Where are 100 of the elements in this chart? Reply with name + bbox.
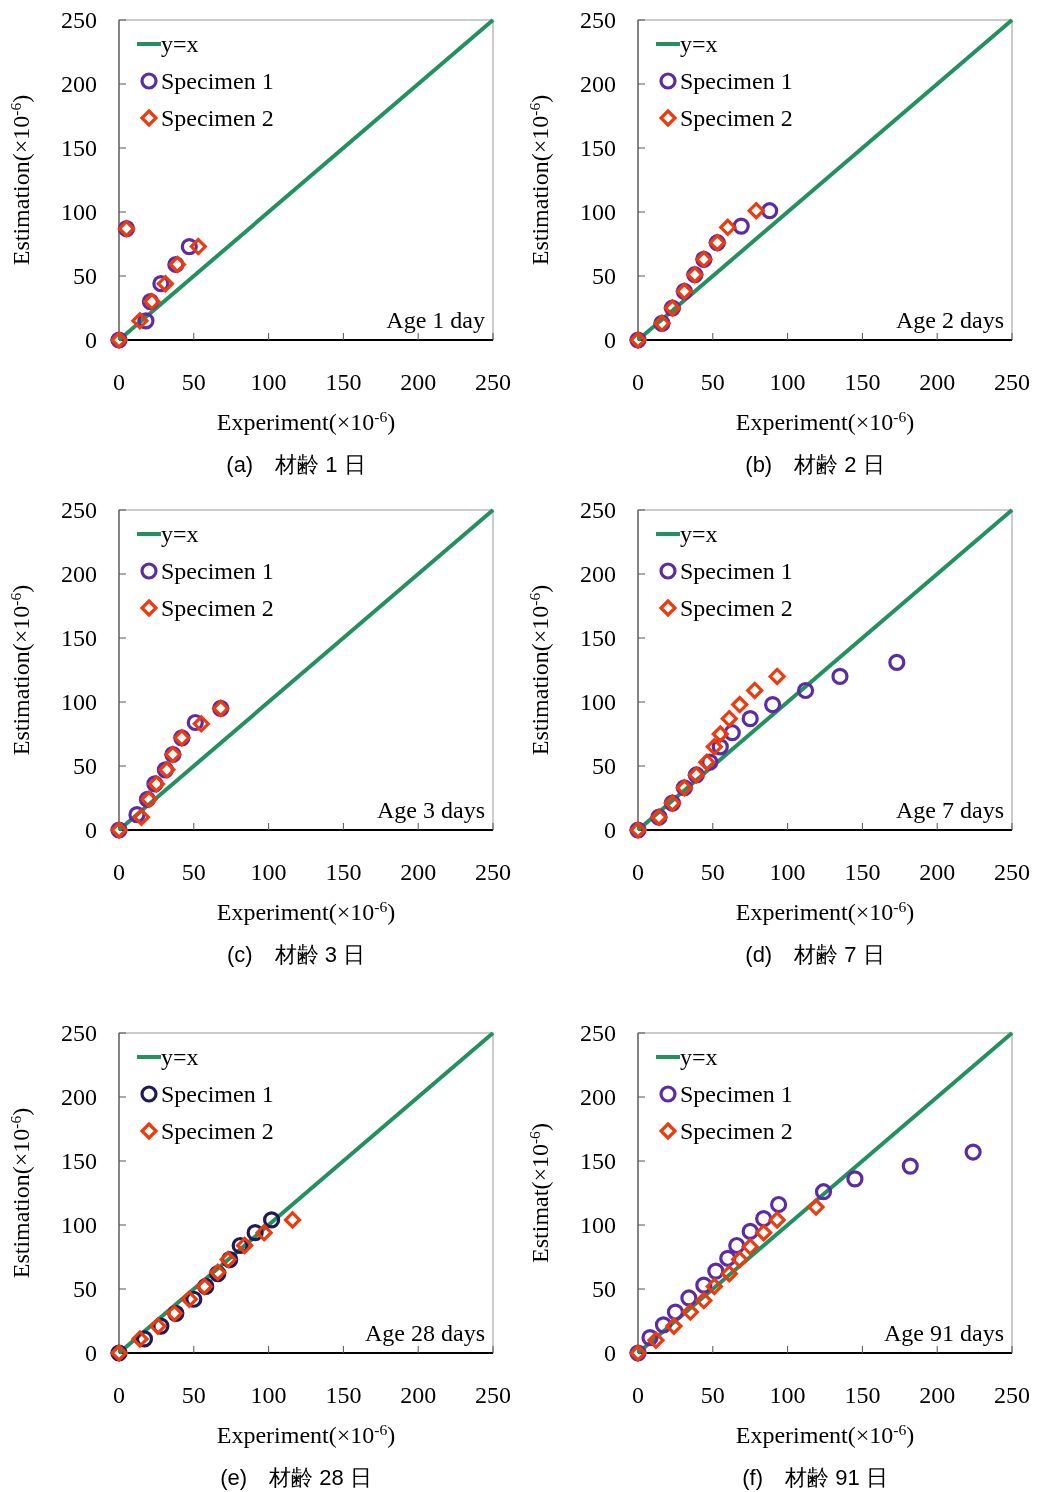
text: (b) 材齢 2 日 — [745, 452, 885, 477]
annotation: Age 28 days — [365, 1320, 485, 1346]
x-tick-label: 150 — [844, 859, 881, 885]
y-tick-label: 50 — [73, 263, 97, 289]
y-tick-label: 0 — [85, 327, 97, 353]
x-axis-title: Experiment(×10$^{-6}$) — [216, 897, 396, 925]
x-axis-title: Experiment(×10$^{-6}$) — [216, 1420, 396, 1448]
x-tick-label: 200 — [400, 859, 437, 885]
x-tick-label: 50 — [181, 1382, 206, 1408]
y-tick-label: 150 — [580, 1148, 616, 1174]
x-tick-label: 200 — [919, 369, 956, 395]
x-tick-label: 200 — [919, 1382, 956, 1408]
y-tick-label: 150 — [61, 625, 97, 651]
y-tick-label: 50 — [592, 263, 616, 289]
y-tick-label: 0 — [604, 817, 616, 843]
y-tick-label: 250 — [580, 7, 616, 33]
y-tick-label: 150 — [580, 625, 616, 651]
x-tick-label: 0 — [632, 859, 644, 885]
x-tick-label: 50 — [700, 859, 725, 885]
y-tick-label: 150 — [61, 135, 97, 161]
legend-label: Specimen 2 — [161, 1118, 274, 1144]
legend-label: Specimen 1 — [680, 558, 793, 584]
y-tick-label: 0 — [85, 817, 97, 843]
x-tick-label: 0 — [113, 1382, 125, 1408]
y-tick-label: 200 — [580, 1084, 616, 1110]
annotation: Age 1 day — [386, 307, 485, 333]
x-tick-label: 150 — [325, 859, 362, 885]
x-tick-label: 200 — [400, 369, 437, 395]
legend-label: Specimen 2 — [680, 595, 793, 621]
annotation: Age 2 days — [896, 307, 1004, 333]
y-tick-label: 100 — [580, 1212, 616, 1238]
y-tick-label: 150 — [580, 135, 616, 161]
annotation: Age 3 days — [377, 797, 485, 823]
x-tick-label: 50 — [700, 1382, 725, 1408]
legend-label: y=x — [161, 1044, 199, 1070]
y-tick-label: 100 — [61, 1212, 97, 1238]
x-axis-title: Experiment(×10$^{-6}$) — [735, 407, 915, 435]
y-tick-label: 100 — [61, 689, 97, 715]
x-tick-label: 250 — [994, 369, 1030, 395]
x-tick-label: 150 — [844, 369, 881, 395]
text: (f) 材齢 91 日 — [742, 1465, 888, 1490]
y-tick-label: 200 — [61, 71, 97, 97]
x-tick-label: 50 — [181, 859, 206, 885]
x-tick-label: 100 — [769, 859, 806, 885]
x-tick-label: 100 — [250, 1382, 287, 1408]
x-tick-label: 250 — [475, 369, 511, 395]
x-tick-label: 250 — [475, 859, 511, 885]
x-axis-title: Experiment(×10$^{-6}$) — [216, 407, 396, 435]
x-tick-label: 100 — [769, 369, 806, 395]
y-tick-label: 250 — [61, 497, 97, 523]
x-tick-label: 250 — [475, 1382, 511, 1408]
x-tick-label: 0 — [632, 369, 644, 395]
x-tick-label: 50 — [181, 369, 206, 395]
text: (c) 材齢 3 日 — [226, 942, 366, 967]
legend-label: Specimen 2 — [161, 595, 274, 621]
x-tick-label: 250 — [994, 859, 1030, 885]
y-tick-label: 50 — [73, 753, 97, 779]
x-tick-label: 150 — [325, 1382, 362, 1408]
annotation: Age 7 days — [896, 797, 1004, 823]
y-tick-label: 200 — [580, 561, 616, 587]
x-tick-label: 0 — [632, 1382, 644, 1408]
text: (d) 材齢 7 日 — [745, 942, 885, 967]
x-tick-label: 50 — [700, 369, 725, 395]
legend-label: Specimen 1 — [161, 1081, 274, 1107]
x-tick-label: 250 — [994, 1382, 1030, 1408]
legend-label: Specimen 1 — [680, 68, 793, 94]
y-tick-label: 250 — [61, 7, 97, 33]
x-axis-title: Experiment(×10$^{-6}$) — [735, 897, 915, 925]
y-tick-label: 100 — [580, 689, 616, 715]
y-tick-label: 200 — [61, 561, 97, 587]
annotation: Age 91 days — [884, 1320, 1004, 1346]
y-tick-label: 200 — [61, 1084, 97, 1110]
x-tick-label: 0 — [113, 369, 125, 395]
x-axis-title: Experiment(×10$^{-6}$) — [735, 1420, 915, 1448]
y-tick-label: 200 — [580, 71, 616, 97]
x-tick-label: 0 — [113, 859, 125, 885]
x-tick-label: 150 — [844, 1382, 881, 1408]
legend-label: Specimen 1 — [680, 1081, 793, 1107]
legend-label: Specimen 2 — [680, 1118, 793, 1144]
legend-label: Specimen 1 — [161, 68, 274, 94]
y-tick-label: 250 — [580, 497, 616, 523]
x-tick-label: 100 — [769, 1382, 806, 1408]
y-tick-label: 50 — [592, 753, 616, 779]
legend-label: y=x — [161, 31, 199, 57]
y-tick-label: 0 — [604, 1340, 616, 1366]
legend-label: y=x — [680, 31, 718, 57]
y-tick-label: 250 — [580, 1020, 616, 1046]
x-tick-label: 200 — [400, 1382, 437, 1408]
legend-label: Specimen 2 — [680, 105, 793, 131]
x-tick-label: 150 — [325, 369, 362, 395]
x-tick-label: 100 — [250, 369, 287, 395]
y-tick-label: 100 — [580, 199, 616, 225]
legend-label: y=x — [680, 521, 718, 547]
text: (a) 材齢 1 日 — [226, 452, 366, 477]
y-tick-label: 50 — [592, 1276, 616, 1302]
legend-label: Specimen 2 — [161, 105, 274, 131]
x-tick-label: 100 — [250, 859, 287, 885]
legend-label: y=x — [680, 1044, 718, 1070]
y-tick-label: 150 — [61, 1148, 97, 1174]
y-tick-label: 250 — [61, 1020, 97, 1046]
